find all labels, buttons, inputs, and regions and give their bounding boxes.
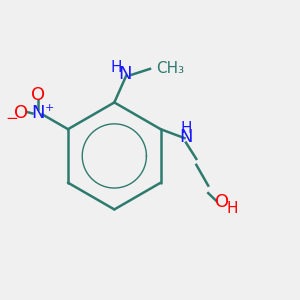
Text: O: O — [14, 104, 28, 122]
Text: N: N — [118, 65, 131, 83]
Text: N: N — [31, 104, 45, 122]
Text: +: + — [45, 103, 54, 113]
Text: H: H — [227, 201, 238, 216]
Text: O: O — [214, 193, 229, 211]
Text: H: H — [180, 121, 192, 136]
Text: −: − — [6, 111, 18, 126]
Text: N: N — [179, 128, 193, 146]
Text: H: H — [110, 60, 122, 75]
Text: CH₃: CH₃ — [156, 61, 184, 76]
Text: O: O — [31, 86, 45, 104]
